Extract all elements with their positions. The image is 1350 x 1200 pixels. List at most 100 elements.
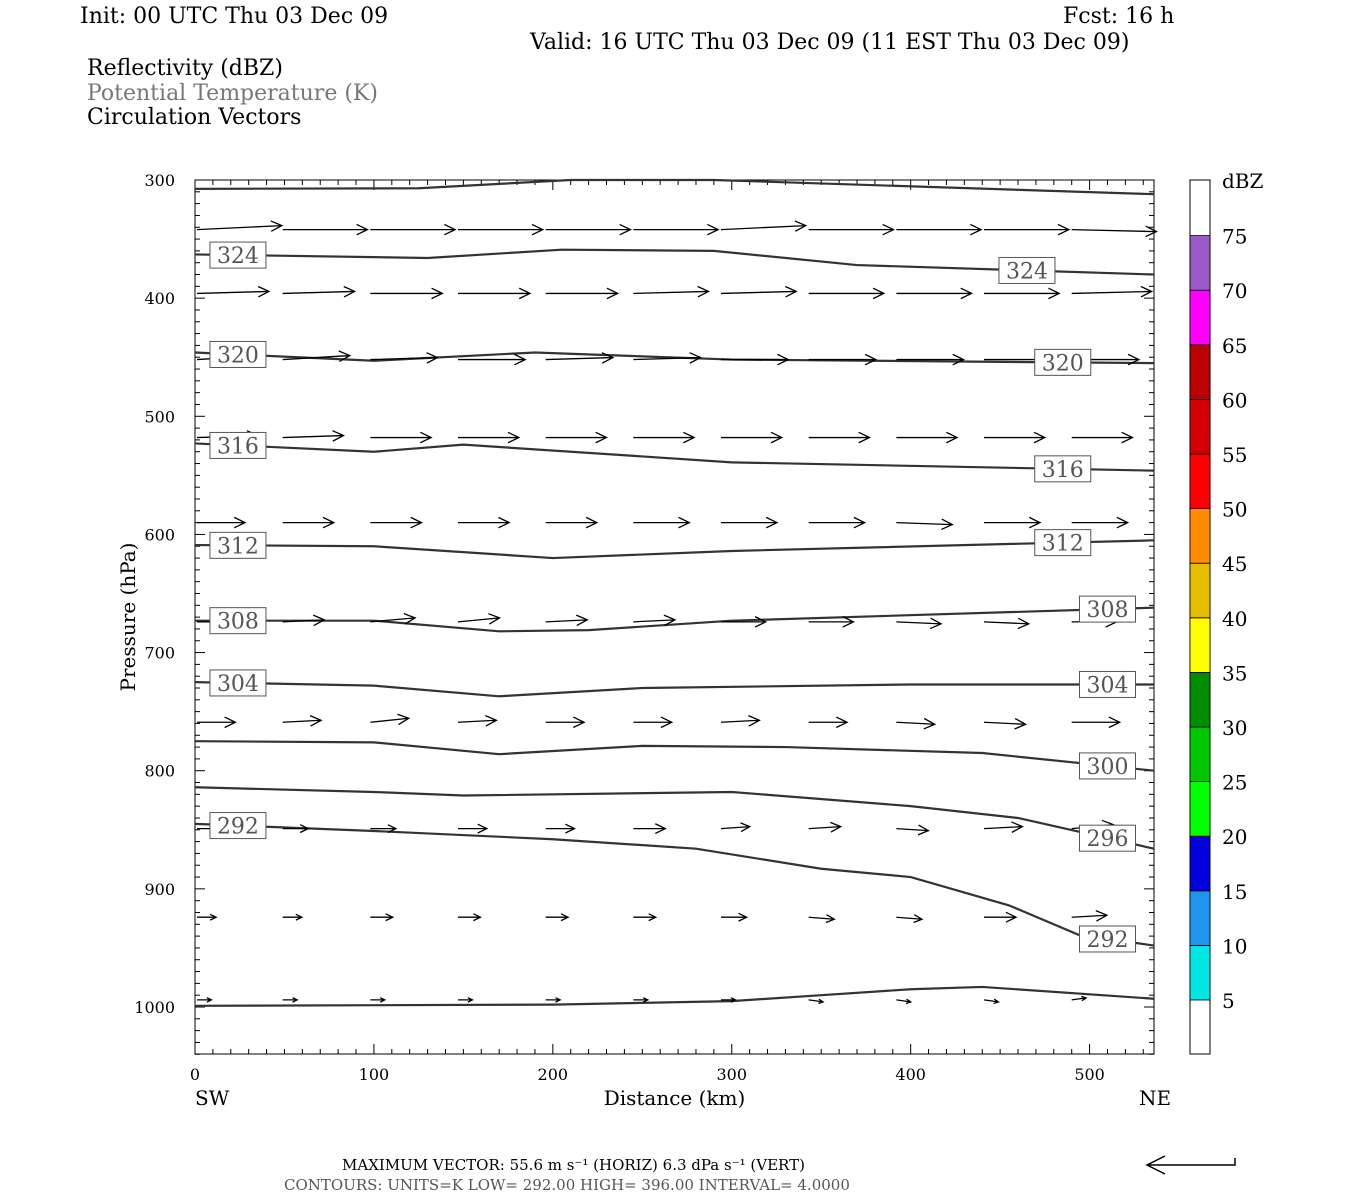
circulation-vector	[458, 353, 527, 366]
x-tick-label: 200	[538, 1065, 569, 1084]
y-tick-label: 500	[144, 407, 175, 426]
contour-label-box	[209, 607, 267, 635]
circulation-vector	[282, 516, 336, 529]
circulation-vector	[896, 431, 959, 444]
circulation-vector	[896, 914, 924, 924]
circulation-vector	[458, 516, 511, 529]
circulation-vector	[633, 285, 711, 298]
circulation-vector	[896, 518, 954, 531]
colorbar-swatch	[1189, 508, 1211, 564]
circulation-vector	[1071, 910, 1109, 922]
circulation-vector	[196, 220, 284, 232]
contour-label-box	[209, 812, 267, 840]
circulation-vector	[370, 913, 395, 922]
contour-label: 320	[217, 343, 259, 368]
circulation-vector	[282, 614, 326, 627]
circulation-vector	[983, 617, 1031, 630]
circulation-vector	[370, 431, 433, 444]
theta-contour-316	[194, 442, 1155, 472]
circulation-vector	[545, 913, 570, 922]
circulation-vector	[633, 997, 650, 1003]
contour-label-box	[1034, 348, 1092, 376]
circulation-vector	[808, 223, 895, 236]
contour-label: 316	[217, 434, 259, 459]
circulation-vector	[808, 431, 871, 444]
theta-contour-292	[194, 822, 1155, 947]
circulation-vector	[633, 716, 674, 729]
circulation-vector	[458, 997, 474, 1003]
circulation-vector	[282, 997, 299, 1003]
circulation-vector	[196, 285, 271, 298]
circulation-vector	[896, 353, 966, 366]
colorbar-label: 70	[1222, 279, 1247, 303]
x-tick-label: 100	[359, 1065, 390, 1084]
contour-label: 304	[217, 672, 259, 697]
circulation-vector	[545, 352, 615, 364]
init-time: Init: 00 UTC Thu 03 Dec 09	[80, 4, 389, 29]
circulation-vector	[282, 430, 345, 442]
colorbar-swatch	[1189, 672, 1211, 728]
colorbar-label: 60	[1222, 388, 1247, 412]
circulation-vector	[808, 998, 825, 1005]
theta-contour-328	[194, 178, 1155, 196]
circulation-vector	[545, 997, 562, 1003]
circulation-vector	[984, 287, 1061, 300]
circulation-vector	[633, 823, 667, 835]
circulation-vector	[545, 431, 608, 444]
circulation-vector	[282, 824, 310, 834]
colorbar-label: 45	[1222, 552, 1247, 576]
theta-contour-304	[194, 681, 1154, 698]
x-tick-label: 0	[190, 1065, 200, 1084]
y-tick-label: 800	[144, 762, 175, 781]
theta-contour-312	[194, 539, 1155, 560]
colorbar-label: 65	[1222, 334, 1247, 358]
circulation-vector	[1071, 716, 1122, 729]
valid-time: Valid: 16 UTC Thu 03 Dec 09 (11 EST Thu …	[530, 30, 1130, 55]
colorbar-swatch	[1189, 835, 1211, 892]
contour-label: 304	[1086, 673, 1128, 698]
circulation-vector	[984, 911, 1018, 923]
circulation-vector	[282, 715, 323, 727]
circulation-vector	[808, 353, 878, 366]
contour-label-box	[209, 669, 267, 697]
circulation-vector	[721, 431, 784, 444]
circulation-vector	[282, 223, 369, 236]
theta-contour-288	[194, 985, 1155, 1007]
colorbar-label: 75	[1222, 225, 1247, 249]
contour-label-box	[998, 256, 1056, 284]
circulation-vector	[633, 431, 696, 444]
circulation-vector	[720, 822, 752, 833]
contour-label: 324	[217, 244, 259, 269]
y-tick-label: 900	[144, 880, 175, 899]
circulation-vector	[282, 285, 357, 298]
circulation-vector	[896, 287, 974, 300]
circulation-vector	[370, 352, 440, 364]
colorbar-label: 20	[1222, 825, 1247, 849]
colorbar-title: dBZ	[1222, 169, 1264, 193]
colorbar-swatch	[1189, 289, 1211, 346]
contour-label: 292	[1086, 928, 1128, 953]
circulation-vector	[545, 287, 620, 300]
circulation-vector	[808, 914, 836, 924]
contour-label: 312	[1042, 532, 1084, 557]
colorbar-swatch	[1189, 344, 1211, 400]
theta-contour-324	[194, 248, 1155, 276]
circulation-vector	[545, 614, 589, 627]
circulation-vector	[896, 998, 913, 1005]
x-tick-label: 500	[1074, 1065, 1105, 1084]
contour-label-box	[209, 531, 267, 559]
plot-frame	[194, 179, 1155, 1055]
circulation-vector	[545, 823, 576, 834]
contour-label-box	[1078, 824, 1136, 852]
contour-label-box	[1078, 925, 1136, 953]
y-axis-label: Pressure (hPa)	[116, 543, 140, 692]
circulation-vector	[370, 997, 387, 1003]
circulation-vector	[1071, 225, 1158, 238]
circulation-vector	[370, 613, 417, 625]
contour-label-box	[1078, 752, 1136, 780]
circulation-vector	[633, 223, 720, 236]
contour-label: 316	[1042, 458, 1084, 483]
circulation-vector	[633, 913, 658, 922]
contour-label: 308	[217, 610, 259, 635]
